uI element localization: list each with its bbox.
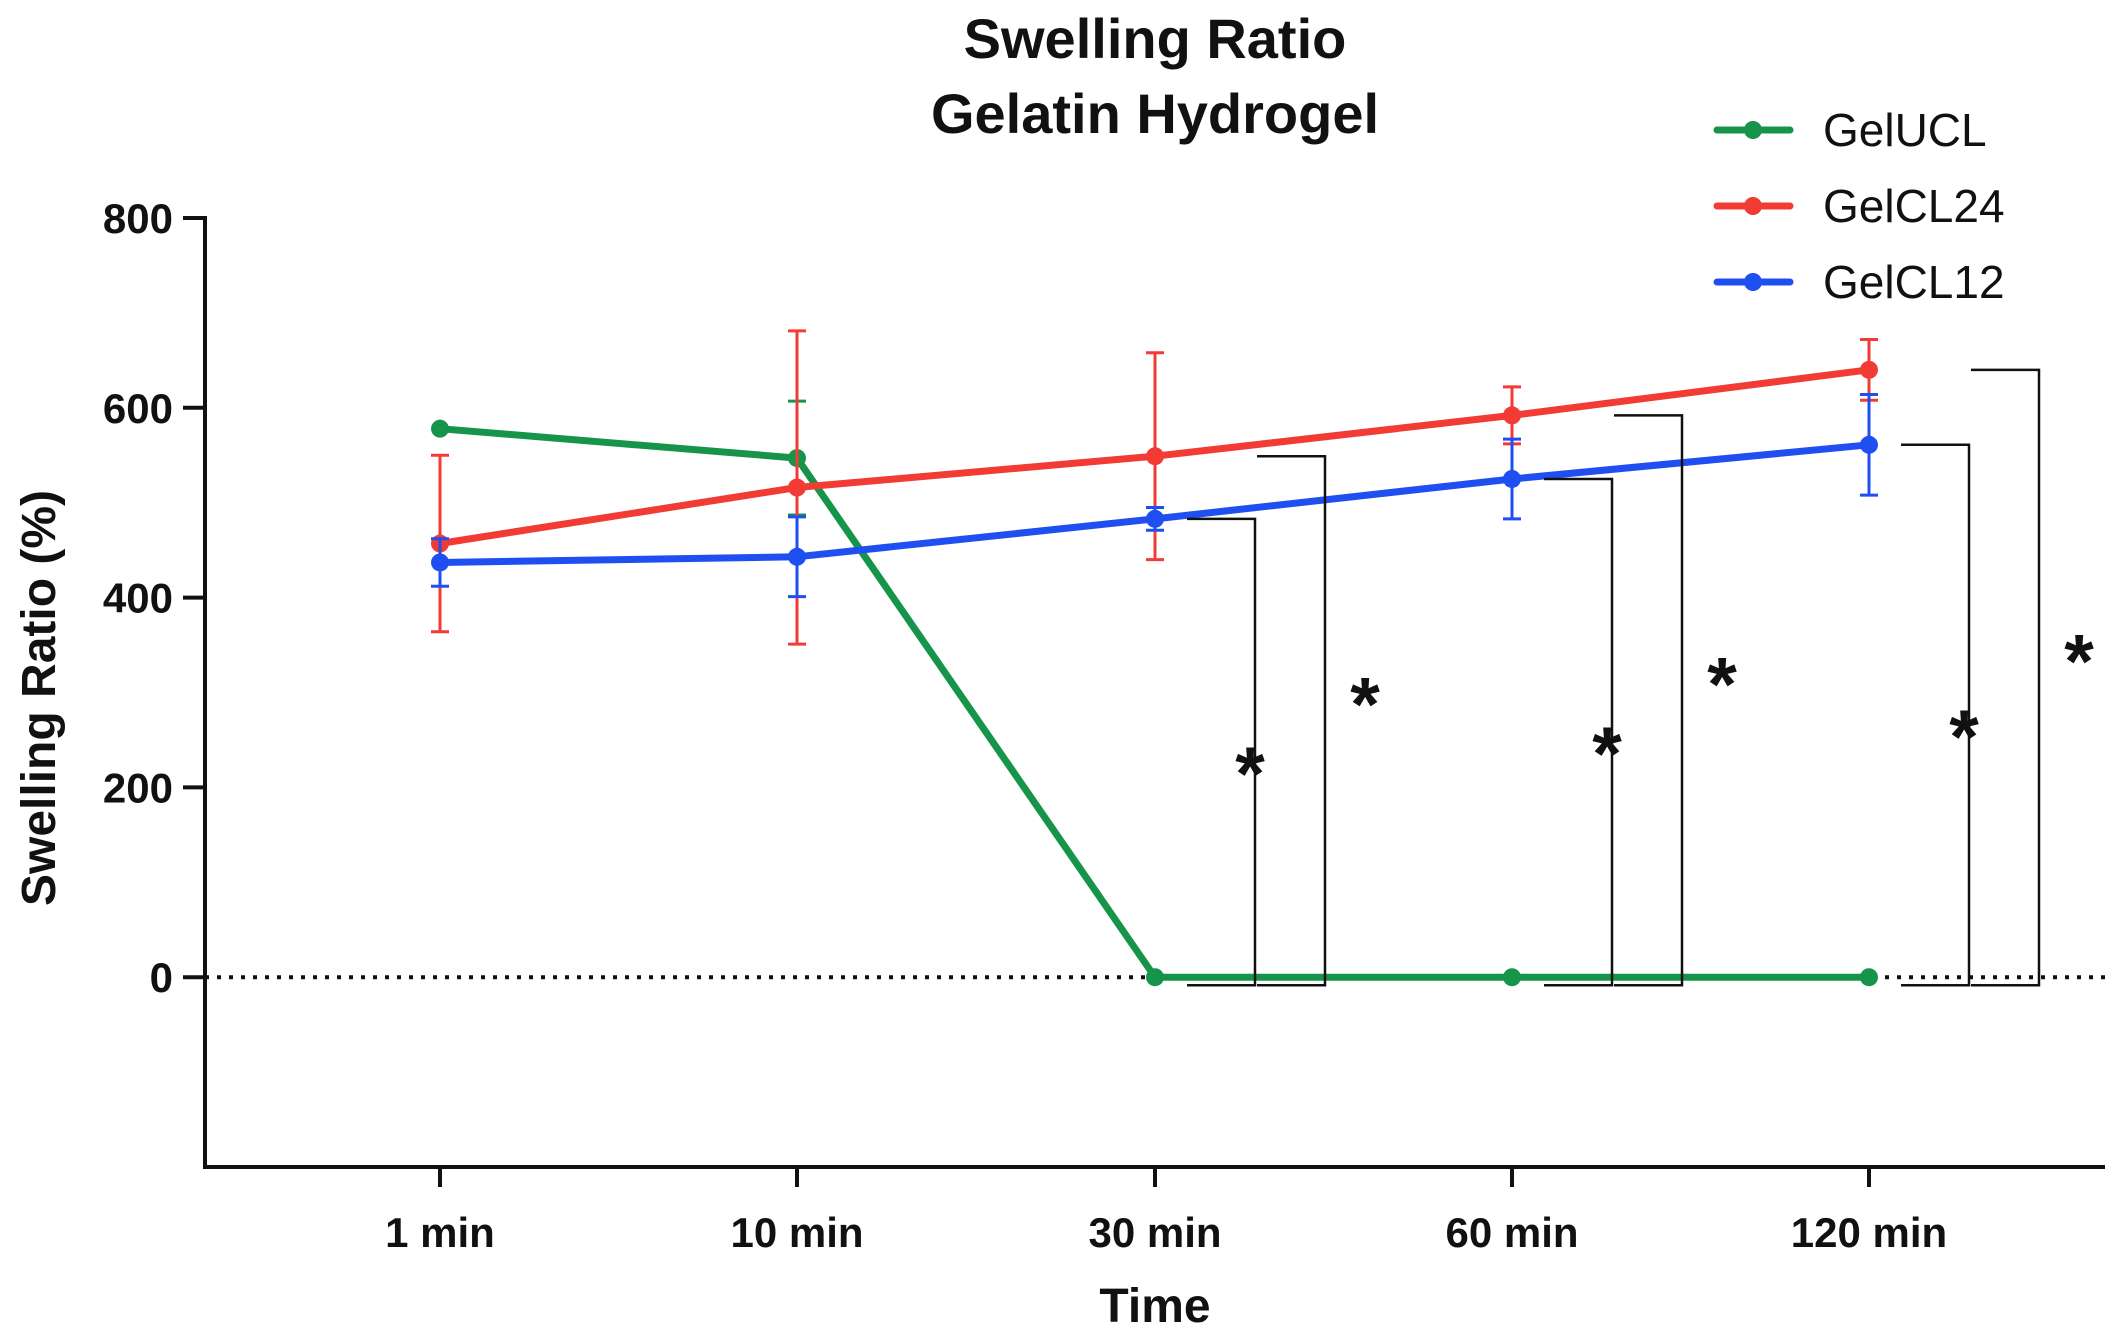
significance-star: * <box>1350 663 1380 748</box>
y-tick-label: 800 <box>103 195 173 242</box>
axes: 0 200 400 600 800 1 min 10 min 30 min 60 min 120 … <box>103 195 2105 1256</box>
significance-bracket <box>1187 517 1257 987</box>
legend-swatch-marker <box>1744 197 1762 215</box>
significance-bracket <box>1614 414 1684 987</box>
data-point <box>1503 968 1521 987</box>
data-point <box>1860 435 1878 454</box>
legend-label: GelUCL <box>1823 104 1987 156</box>
significance-bracket <box>1971 368 2041 987</box>
legend: GelUCL GelCL24 GelCL12 <box>1713 104 2005 308</box>
significance-bracket <box>1257 454 1327 987</box>
legend-item-gelcl12: GelCL12 <box>1713 256 2005 308</box>
legend-label: GelCL12 <box>1823 256 2005 308</box>
x-tick-label: 60 min <box>1445 1209 1578 1256</box>
significance-star: * <box>1592 712 1622 797</box>
legend-label: GelCL24 <box>1823 180 2005 232</box>
data-point <box>431 419 449 438</box>
data-point <box>788 478 806 497</box>
legend-swatch-marker <box>1744 273 1762 291</box>
legend-swatch-marker <box>1744 121 1762 139</box>
series-gelcl12 <box>431 393 1878 599</box>
significance-star: * <box>2064 620 2094 705</box>
chart-title-line2: Gelatin Hydrogel <box>931 82 1379 145</box>
x-tick-label: 30 min <box>1088 1209 1221 1256</box>
y-tick-label: 600 <box>103 385 173 432</box>
chart-title-line1: Swelling Ratio <box>964 7 1347 70</box>
x-tick-label: 120 min <box>1791 1209 1947 1256</box>
data-point <box>788 547 806 566</box>
series-gelcl24 <box>431 329 1878 646</box>
significance-60-min: ** <box>1544 414 1737 987</box>
significance-bracket <box>1901 443 1971 987</box>
y-axis-title: Swelling Ratio (%) <box>13 490 66 906</box>
y-tick-label: 400 <box>103 575 173 622</box>
significance-star: * <box>1949 695 1979 780</box>
data-point <box>1860 968 1878 987</box>
y-tick-label: 0 <box>150 954 173 1001</box>
significance-bracket <box>1544 477 1614 987</box>
significance-star: * <box>1707 642 1737 727</box>
data-point <box>1146 447 1164 466</box>
data-point <box>1146 968 1164 987</box>
data-point <box>1860 360 1878 379</box>
legend-item-gelcl24: GelCL24 <box>1713 180 2005 232</box>
y-tick-label: 200 <box>103 764 173 811</box>
data-point <box>431 553 449 572</box>
significance-brackets: ****** <box>1187 368 2094 987</box>
legend-item-gelucl: GelUCL <box>1713 104 1987 156</box>
significance-120-min: ** <box>1901 368 2094 987</box>
series-layer <box>431 329 1878 987</box>
x-axis-title: Time <box>1099 1280 1210 1333</box>
significance-30-min: ** <box>1187 454 1380 987</box>
data-point <box>1146 509 1164 528</box>
significance-star: * <box>1235 732 1265 817</box>
x-tick-label: 1 min <box>385 1209 495 1256</box>
data-point <box>1503 469 1521 488</box>
x-tick-label: 10 min <box>730 1209 863 1256</box>
data-point <box>1503 406 1521 425</box>
